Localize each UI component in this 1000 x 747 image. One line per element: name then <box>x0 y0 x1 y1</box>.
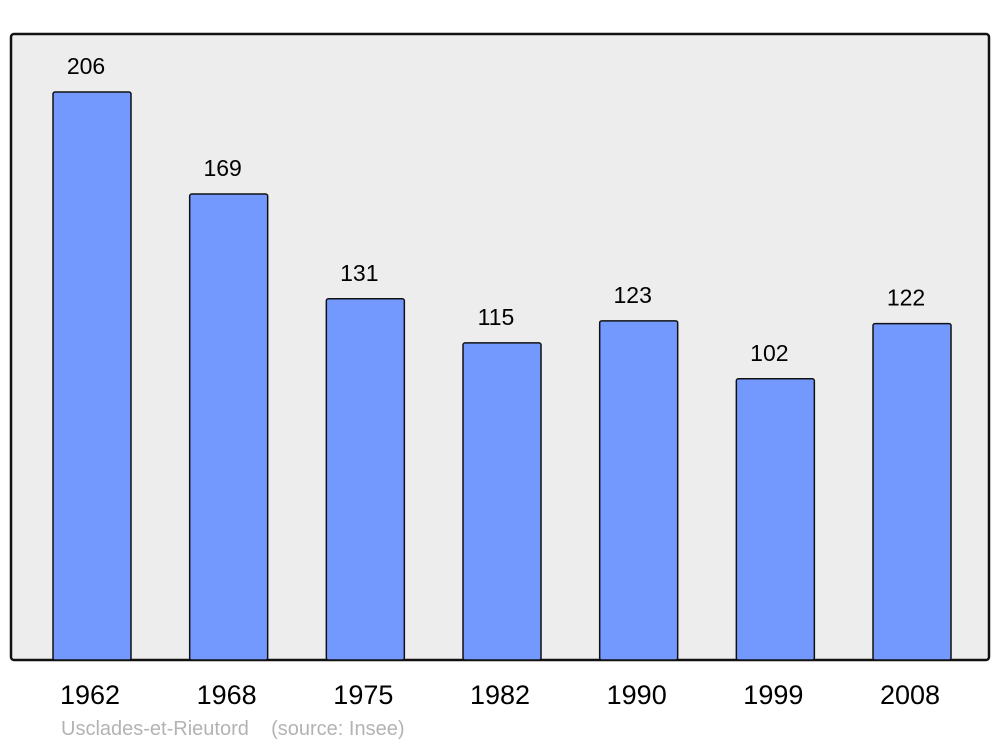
x-tick-label: 1975 <box>333 680 393 710</box>
x-tick-label: 1999 <box>743 680 803 710</box>
data-label: 169 <box>203 155 241 181</box>
footer-place: Usclades-et-Rieutord <box>61 718 249 740</box>
x-tick-label: 1982 <box>470 680 530 710</box>
data-label: 123 <box>613 282 651 308</box>
bar-1975 <box>325 298 406 661</box>
x-tick-label: 1962 <box>60 680 120 710</box>
bar-1982 <box>462 342 542 661</box>
data-label: 115 <box>478 304 515 330</box>
x-tick-label: 1990 <box>607 680 667 710</box>
x-tick-label: 2008 <box>880 680 940 710</box>
bar-1962 <box>52 91 132 661</box>
bar-2008 <box>872 322 952 661</box>
data-label: 206 <box>67 53 105 79</box>
bar-1990 <box>598 320 679 661</box>
bar-1999 <box>735 378 816 661</box>
footer-source: (source: Insee) <box>271 718 405 740</box>
data-label: 131 <box>340 260 378 286</box>
footer: Usclades-et-Rieutord (source: Insee) <box>61 718 404 741</box>
bar-1968 <box>188 193 269 661</box>
data-label: 122 <box>887 285 925 311</box>
data-label: 102 <box>750 340 788 366</box>
x-tick-label: 1968 <box>197 680 257 710</box>
